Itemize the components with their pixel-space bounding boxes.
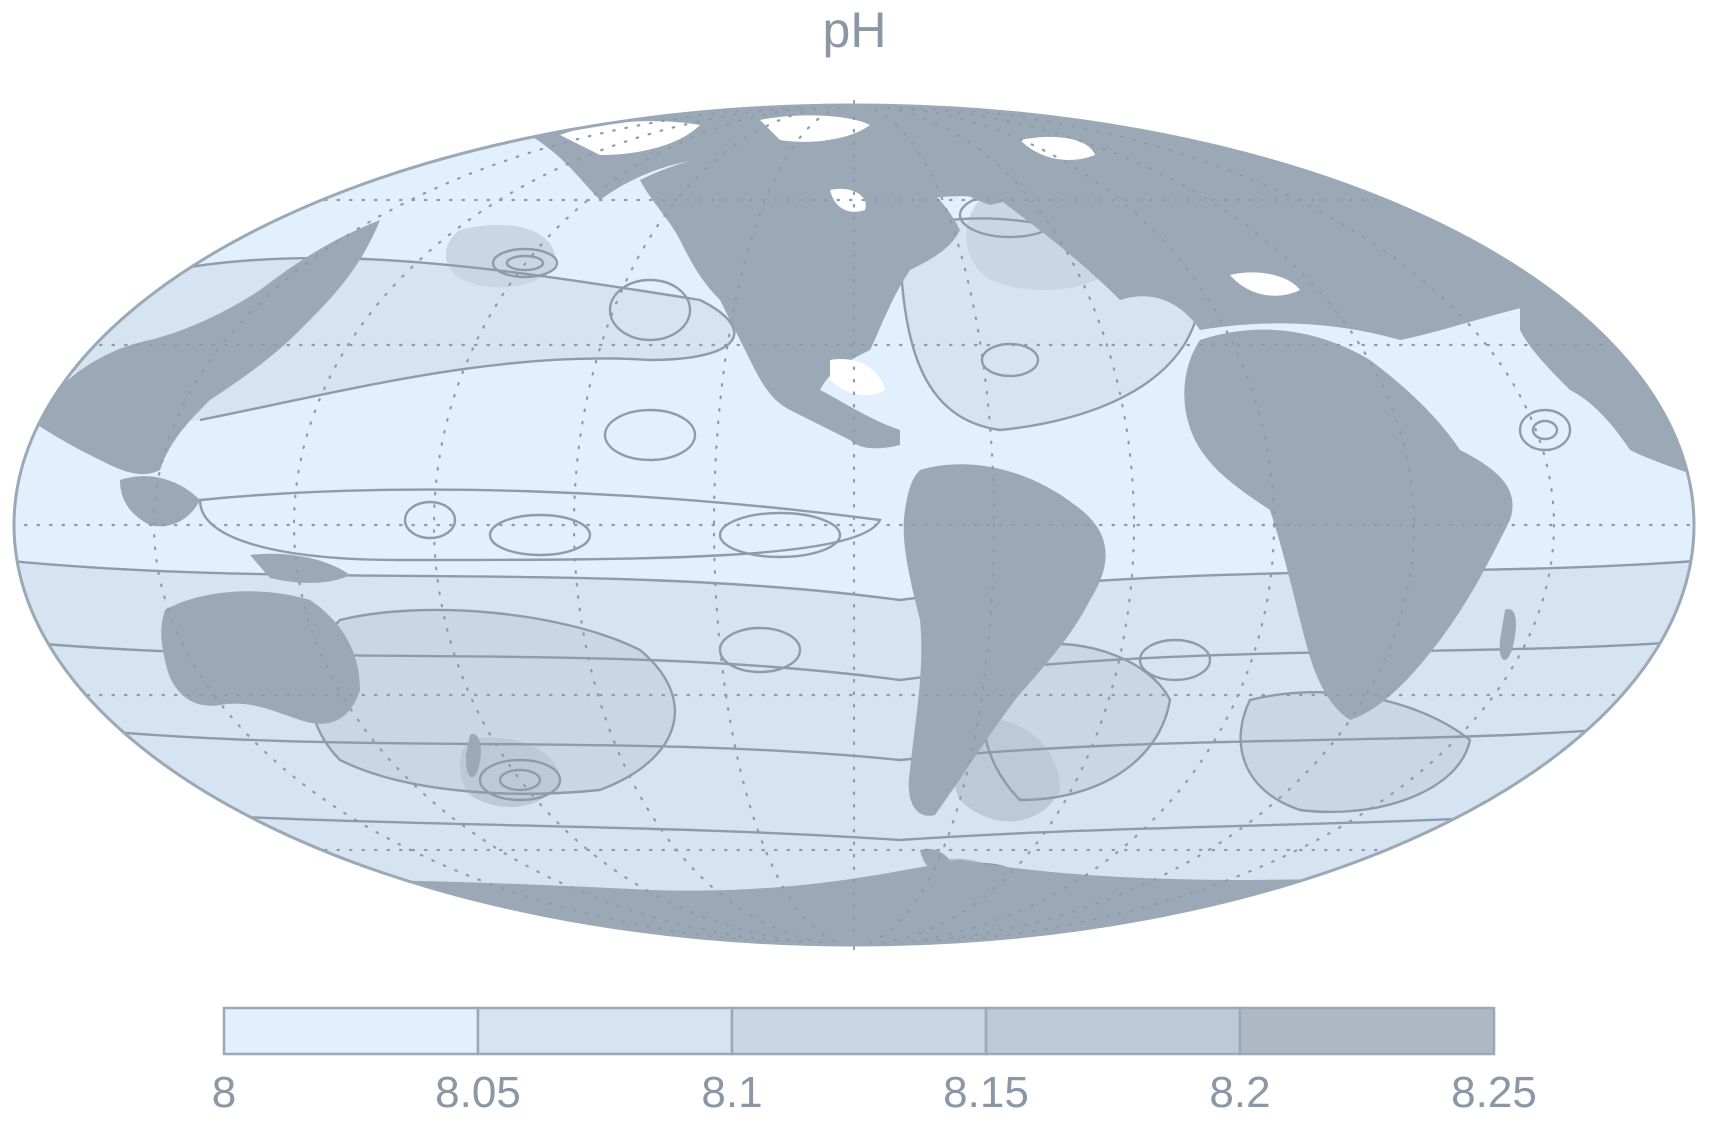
land-asia [1520,250,1694,480]
colorbar-bin-2 [476,1006,734,1056]
ph-region-north-pacific-high [445,224,556,288]
land-antarctic-peninsula [920,848,955,874]
colorbar-bin-5 [1238,1006,1496,1056]
colorbar-bin-3 [730,1006,988,1056]
land-asia-west [30,220,380,475]
land-greenland [900,121,1060,205]
land-new-zealand [465,734,481,778]
map-title: pH [822,2,887,58]
land-north-america [640,146,960,449]
colorbar-bin-4 [984,1006,1242,1056]
land-new-guinea [250,553,350,583]
land-maritime-asia [120,476,200,527]
colorbar-bin-1 [222,1006,480,1056]
arctic-ice-patches [560,115,1300,396]
colorbar [222,1006,1496,1056]
land-madagascar [1499,609,1516,661]
land-south-america [903,464,1106,816]
land-africa [1184,329,1513,720]
land-australia [161,591,360,724]
